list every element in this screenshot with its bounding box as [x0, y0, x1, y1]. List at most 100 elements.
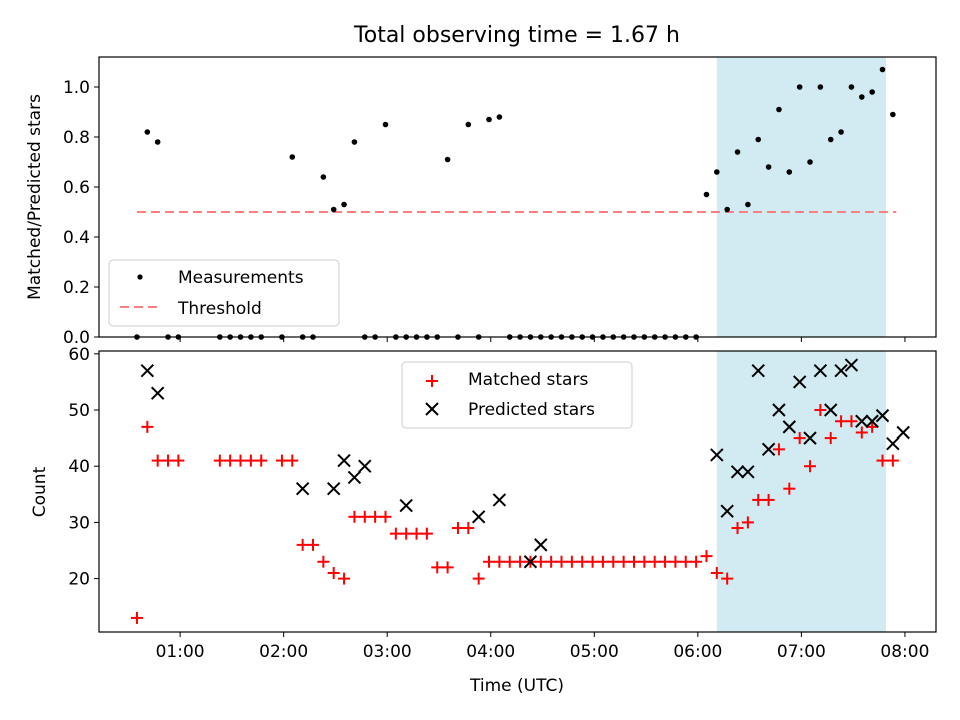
predicted-star-stroke-b: [813, 363, 828, 378]
matched-star-point: [338, 572, 351, 585]
matched-star-point: [296, 538, 309, 551]
matched-star-point: [462, 522, 475, 535]
matched-star-point: [400, 527, 413, 540]
measurement-point: [879, 66, 886, 73]
predicted-star-point: [886, 437, 900, 451]
predicted-star-stroke-b: [534, 538, 548, 552]
matched-star-point: [804, 460, 817, 473]
predicted-star-stroke-b: [803, 431, 817, 445]
matched-star-point: [845, 415, 858, 428]
bottom-axes-frame: [98, 350, 937, 633]
matched-star-point: [741, 516, 754, 529]
matched-star-point: [244, 454, 257, 467]
matched-star-point: [752, 493, 765, 506]
matched-star-point: [783, 482, 796, 495]
x-tick-label: 03:00: [363, 642, 412, 662]
legend-predicted-marker: [425, 402, 439, 416]
predicted-star-point: [720, 504, 734, 518]
matched-star-point: [824, 432, 837, 445]
matched-star-point: [721, 572, 734, 585]
legend-matched-label: Matched stars: [468, 370, 588, 390]
measurement-point: [351, 139, 358, 145]
matched-star-point: [234, 454, 247, 467]
matched-star-point: [659, 555, 672, 568]
measurement-point: [341, 201, 347, 208]
predicted-star-point: [295, 481, 310, 496]
predicted-star-point: [761, 442, 776, 457]
bottom-y-tick-label: 20: [68, 570, 90, 590]
predicted-star-stroke-b: [886, 437, 900, 451]
measurement-point: [776, 106, 782, 113]
predicted-star-stroke-b: [295, 481, 310, 496]
measurement-point: [838, 129, 844, 135]
x-tick-label: 06:00: [673, 642, 722, 662]
matched-star-point: [162, 454, 175, 467]
matched-star-point: [565, 555, 578, 568]
predicted-star-point: [358, 459, 372, 473]
matched-star-point: [835, 415, 848, 428]
matched-star-point: [493, 555, 506, 568]
predicted-star-stroke-b: [761, 442, 776, 457]
matched-star-point: [534, 555, 547, 568]
measurement-point: [465, 121, 472, 128]
measurement-points: [134, 66, 896, 340]
matched-star-point: [151, 454, 164, 467]
matched-star-point: [286, 454, 299, 467]
predicted-star-point: [523, 555, 538, 569]
matched-star-point: [213, 454, 226, 467]
measurement-point: [382, 121, 389, 128]
predicted-star-stroke-b: [710, 448, 724, 462]
predicted-star-point: [150, 386, 165, 400]
measurement-point: [330, 206, 337, 213]
matched-star-point: [772, 443, 785, 456]
bottom-y-ticks: 20 30 40 50 60: [68, 345, 99, 590]
predicted-star-point: [326, 481, 341, 496]
measurement-point: [786, 169, 793, 175]
matched-star-point: [627, 555, 640, 568]
predicted-star-stroke-b: [741, 465, 755, 479]
predicted-star-stroke-b: [824, 403, 838, 417]
predicted-star-point: [792, 375, 807, 389]
predicted-star-point: [896, 425, 910, 440]
top-y-tick-label: 0.2: [63, 278, 90, 298]
matched-star-point: [172, 454, 185, 467]
predicted-star-stroke-b: [782, 420, 797, 434]
x-tick-label: 04:00: [466, 642, 515, 662]
matched-star-point: [317, 555, 330, 568]
top-shaded-interval: [716, 57, 886, 337]
predicted-star-stroke-b: [399, 498, 413, 513]
matched-star-point: [441, 561, 454, 574]
predicted-star-point: [347, 470, 362, 485]
x-axis-label: Time (UTC): [469, 676, 564, 696]
predicted-star-stroke-b: [844, 358, 859, 372]
predicted-star-stroke-b: [150, 386, 165, 400]
predicted-star-stroke-b: [492, 493, 507, 507]
matched-star-point: [410, 527, 423, 540]
matched-star-point: [420, 527, 433, 540]
matched-star-point: [545, 555, 558, 568]
measurement-point: [734, 149, 741, 155]
matched-star-point: [710, 566, 723, 579]
predicted-star-point: [741, 465, 755, 479]
predicted-star-point: [803, 431, 817, 445]
predicted-star-point: [534, 538, 548, 552]
matched-star-point: [690, 555, 703, 568]
predicted-star-point: [751, 363, 765, 378]
predicted-star-stroke-b: [792, 375, 807, 389]
matched-star-point: [306, 538, 319, 551]
matched-star-point: [876, 454, 889, 467]
predicted-star-stroke-b: [358, 459, 372, 473]
bottom-y-tick-label: 50: [68, 401, 90, 421]
predicted-star-point: [492, 493, 507, 507]
matched-star-point: [762, 493, 775, 506]
measurement-point: [745, 201, 751, 208]
matched-star-point: [451, 522, 464, 535]
matched-star-point: [255, 454, 268, 467]
x-tick-label: 07:00: [777, 642, 826, 662]
predicted-star-point: [824, 403, 838, 417]
predicted-star-stroke-b: [865, 414, 879, 428]
measurement-point: [890, 111, 896, 118]
predicted-star-stroke-b: [471, 510, 486, 524]
predicted-star-point: [855, 414, 869, 428]
